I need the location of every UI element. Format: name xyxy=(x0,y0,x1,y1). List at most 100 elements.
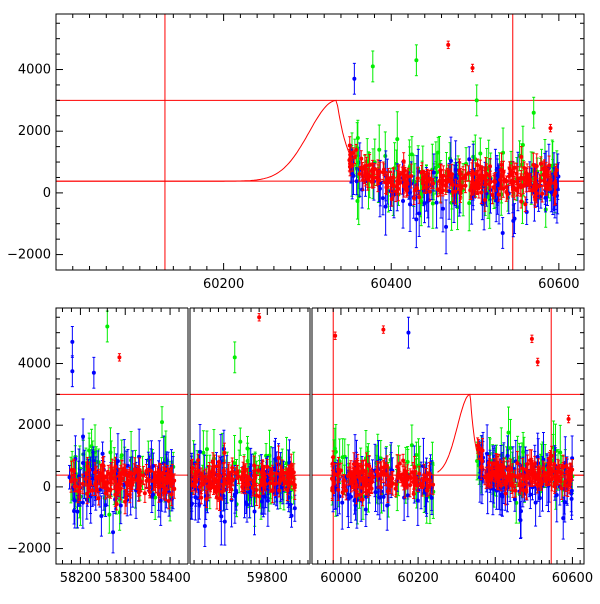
x-tick-label: 60400 xyxy=(371,277,412,292)
data-point xyxy=(515,180,519,184)
data-point xyxy=(417,195,421,199)
y-tick-label: −2000 xyxy=(7,248,51,263)
data-point xyxy=(88,482,92,486)
data-point xyxy=(539,162,543,166)
data-point xyxy=(410,443,414,447)
data-point xyxy=(233,461,237,465)
data-point xyxy=(497,192,501,196)
data-point xyxy=(123,469,127,473)
data-point xyxy=(223,520,227,524)
data-point xyxy=(417,472,421,476)
data-point xyxy=(199,496,203,500)
data-point xyxy=(161,484,165,488)
data-point xyxy=(204,479,208,483)
bottom-plot-area xyxy=(56,308,584,564)
data-point xyxy=(257,494,261,498)
data-point xyxy=(382,495,386,499)
data-point xyxy=(72,473,76,477)
y-tick-label: 4000 xyxy=(18,63,51,78)
data-point xyxy=(334,450,338,454)
data-point xyxy=(160,420,164,424)
data-point xyxy=(263,475,267,479)
data-point xyxy=(402,184,406,188)
data-point xyxy=(376,170,380,174)
x-tick-label: 60200 xyxy=(203,277,244,292)
data-point xyxy=(435,201,439,205)
data-point xyxy=(377,148,381,152)
data-point xyxy=(268,481,272,485)
data-point xyxy=(511,173,515,177)
data-point xyxy=(119,503,123,507)
data-point xyxy=(523,202,527,206)
data-point xyxy=(351,151,355,155)
data-point xyxy=(544,168,548,172)
data-point xyxy=(478,152,482,156)
segment-3 xyxy=(330,308,584,564)
data-point xyxy=(457,169,461,173)
data-point xyxy=(446,170,450,174)
data-point xyxy=(467,201,471,205)
data-point xyxy=(478,173,482,177)
data-point xyxy=(416,176,420,180)
data-point xyxy=(78,485,82,489)
data-point xyxy=(117,479,121,483)
data-point xyxy=(73,485,77,489)
data-point xyxy=(76,510,80,514)
data-point xyxy=(253,509,257,513)
data-point xyxy=(412,196,416,200)
data-point xyxy=(143,491,147,495)
data-point xyxy=(124,496,128,500)
data-point xyxy=(528,178,532,182)
data-point xyxy=(84,477,88,481)
top-frame xyxy=(56,14,584,270)
data-point xyxy=(290,467,294,471)
data-point xyxy=(446,43,450,47)
data-point xyxy=(414,217,418,221)
data-point xyxy=(222,447,226,451)
data-point xyxy=(348,162,352,166)
data-point xyxy=(209,483,213,487)
data-point xyxy=(521,184,525,188)
data-point xyxy=(222,451,226,455)
data-point xyxy=(81,501,85,505)
data-point xyxy=(352,77,356,81)
data-point xyxy=(242,478,246,482)
data-point xyxy=(444,225,448,229)
data-point xyxy=(234,471,238,475)
data-point xyxy=(291,482,295,486)
data-point xyxy=(384,185,388,189)
data-point xyxy=(530,188,534,192)
data-point xyxy=(382,168,386,172)
data-point xyxy=(552,193,556,197)
data-point xyxy=(459,184,463,188)
data-point xyxy=(115,502,119,506)
data-point xyxy=(501,231,505,235)
data-point xyxy=(389,177,393,181)
data-point xyxy=(120,470,124,474)
data-point xyxy=(137,491,141,495)
data-point xyxy=(377,178,381,182)
data-point xyxy=(467,157,471,161)
data-point xyxy=(361,167,365,171)
data-point xyxy=(548,126,552,130)
data-point xyxy=(233,355,237,359)
data-point xyxy=(472,181,476,185)
data-point xyxy=(167,499,171,503)
data-point xyxy=(136,486,140,490)
data-point xyxy=(544,196,548,200)
data-point xyxy=(125,481,129,485)
data-point xyxy=(395,137,399,141)
data-point xyxy=(199,472,203,476)
data-point xyxy=(128,493,132,497)
data-point xyxy=(252,483,256,487)
data-point xyxy=(73,499,77,503)
data-point xyxy=(228,481,232,485)
data-point xyxy=(505,192,509,196)
data-point xyxy=(130,482,134,486)
data-point xyxy=(358,172,362,176)
data-point xyxy=(277,456,281,460)
data-point xyxy=(164,476,168,480)
data-point xyxy=(146,478,150,482)
data-point xyxy=(371,64,375,68)
